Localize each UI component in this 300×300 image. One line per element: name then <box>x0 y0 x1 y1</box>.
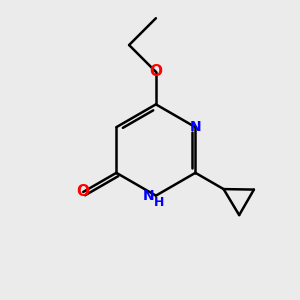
Text: N: N <box>190 120 201 134</box>
Text: O: O <box>77 184 90 200</box>
Text: N: N <box>143 189 154 202</box>
Text: O: O <box>149 64 162 79</box>
Text: H: H <box>154 196 164 209</box>
